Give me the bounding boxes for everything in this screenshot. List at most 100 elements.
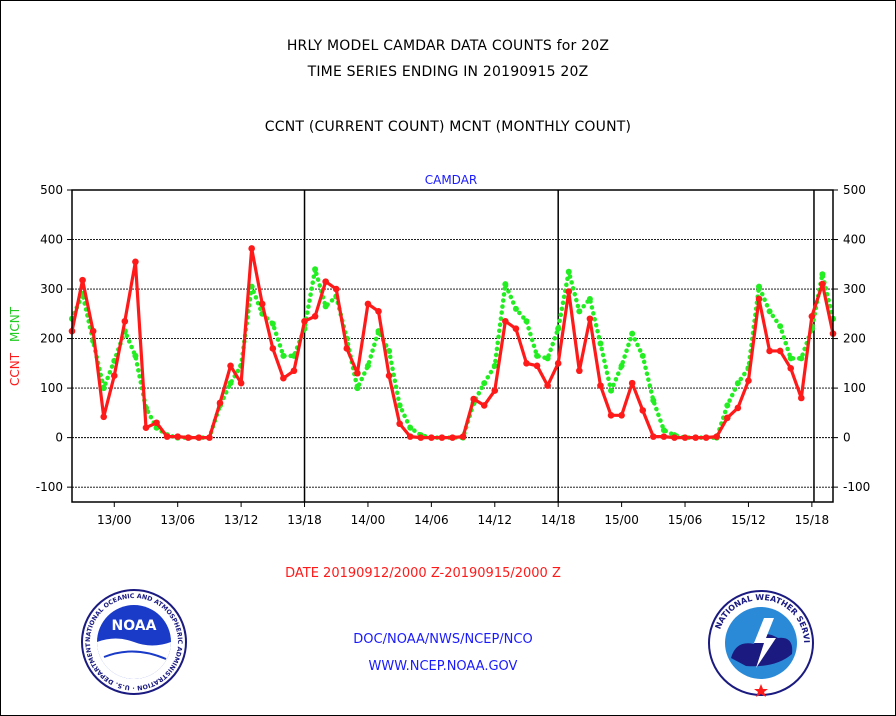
y-tick-label-right: 100 — [843, 381, 866, 395]
data-point-ccnt — [216, 399, 224, 407]
series-mcnt — [69, 266, 836, 441]
data-point-ccnt — [206, 434, 213, 441]
data-point-mcnt — [364, 362, 371, 369]
y-tick-label-right: 200 — [843, 332, 866, 346]
y-axis-label-ccnt: CCNT — [8, 352, 22, 386]
chart-title-line2: TIME SERIES ENDING IN 20190915 20Z — [307, 64, 589, 80]
grid-lines — [72, 189, 833, 488]
noaa-logo: NATIONAL OCEANIC AND ATMOSPHERIC ADMINIS… — [74, 587, 187, 695]
data-point-ccnt — [258, 300, 266, 308]
y-tick-label-left: 100 — [40, 381, 63, 395]
data-point-ccnt — [480, 402, 488, 409]
data-point-mcnt — [565, 268, 572, 275]
y-tick-label-left: 400 — [40, 233, 63, 247]
data-point-mcnt — [534, 352, 541, 359]
data-point-ccnt — [248, 245, 255, 252]
y-tick-label-left: 200 — [40, 332, 63, 346]
x-tick-label: 14/18 — [541, 513, 576, 527]
x-tick-label: 13/00 — [97, 513, 132, 527]
data-point-mcnt — [132, 352, 139, 359]
data-point-ccnt — [576, 367, 583, 375]
data-point-mcnt — [576, 308, 583, 315]
chart-title-line3: CCNT (CURRENT COUNT) MCNT (MONTHLY COUNT… — [264, 119, 632, 135]
data-point-ccnt — [776, 347, 784, 355]
data-point-mcnt — [777, 323, 784, 330]
data-point-ccnt — [671, 434, 678, 441]
data-point-ccnt — [713, 433, 721, 440]
x-tick-label: 14/06 — [414, 513, 449, 527]
y-tick-label-right: 500 — [843, 183, 866, 197]
ncep-url-link[interactable]: WWW.NCEP.NOAA.GOV — [368, 659, 518, 674]
data-point-ccnt — [301, 317, 308, 325]
data-point-ccnt — [502, 317, 509, 325]
data-point-ccnt — [311, 312, 319, 320]
data-point-ccnt — [650, 433, 657, 440]
data-point-ccnt — [597, 382, 604, 389]
data-point-ccnt — [470, 395, 477, 403]
x-ticks: 13/00 13/06 13/12 13/18 14/00 14/06 14/12 14/18… — [97, 502, 829, 527]
data-point-ccnt — [89, 327, 97, 335]
data-point-mcnt — [322, 303, 329, 310]
x-tick-label: 15/12 — [731, 513, 766, 527]
data-point-mcnt — [639, 352, 646, 359]
data-point-ccnt — [269, 345, 277, 352]
data-point-mcnt — [798, 355, 805, 362]
y-tick-label-right: 300 — [843, 282, 866, 296]
data-point-mcnt — [586, 295, 593, 302]
data-point-ccnt — [163, 433, 171, 440]
data-point-mcnt — [724, 402, 731, 409]
data-point-ccnt — [766, 347, 773, 355]
y-tick-label-left: 500 — [40, 183, 63, 197]
data-point-ccnt — [755, 295, 763, 303]
data-point-ccnt — [628, 379, 636, 387]
data-point-mcnt — [597, 340, 604, 347]
data-point-ccnt — [692, 434, 699, 441]
data-point-ccnt — [819, 280, 826, 288]
data-point-ccnt — [364, 300, 372, 308]
x-tick-label: 14/12 — [477, 513, 512, 527]
data-point-mcnt — [227, 380, 234, 387]
data-point-mcnt — [787, 355, 794, 362]
data-point-ccnt — [618, 412, 625, 419]
y-tick-label-right: -100 — [843, 480, 870, 494]
data-point-mcnt — [386, 347, 393, 354]
data-point-mcnt — [819, 271, 826, 278]
data-point-ccnt — [354, 369, 361, 377]
data-point-ccnt — [132, 258, 139, 266]
data-point-ccnt — [428, 434, 435, 441]
data-point-ccnt — [121, 317, 129, 325]
data-point-ccnt — [586, 315, 594, 323]
data-point-ccnt — [322, 278, 329, 285]
data-point-ccnt — [660, 433, 668, 440]
x-tick-label: 15/00 — [604, 513, 639, 527]
series-line-mcnt — [69, 266, 836, 440]
data-point-mcnt — [629, 330, 636, 337]
data-point-mcnt — [354, 385, 361, 392]
data-point-ccnt — [417, 434, 425, 441]
data-point-ccnt — [174, 433, 181, 440]
y-tick-label-right: 0 — [843, 431, 851, 445]
data-point-mcnt — [756, 283, 763, 290]
data-point-ccnt — [237, 379, 245, 387]
data-point-mcnt — [312, 266, 319, 273]
y-ticks-left: -100 0 100 200 300 400 500 — [36, 183, 72, 494]
nws-logo: NATIONAL WEATHER SERVICE — [706, 588, 814, 697]
chart-subtitle: CAMDAR — [425, 173, 478, 187]
data-point-mcnt — [502, 281, 509, 288]
data-point-ccnt — [724, 414, 731, 422]
data-point-ccnt — [385, 372, 393, 380]
x-tick-label: 15/06 — [668, 513, 703, 527]
data-point-mcnt — [734, 380, 741, 387]
data-point-ccnt — [79, 276, 86, 284]
data-point-mcnt — [100, 385, 107, 392]
data-point-ccnt — [396, 420, 403, 428]
y-axis-label-mcnt: MCNT — [8, 306, 22, 342]
data-point-mcnt — [523, 318, 530, 325]
y-tick-label-left: 0 — [55, 431, 63, 445]
data-point-ccnt — [702, 434, 710, 441]
data-point-mcnt — [608, 387, 615, 394]
y-tick-label-left: -100 — [36, 480, 63, 494]
x-tick-label: 14/00 — [351, 513, 386, 527]
chart-title-line1: HRLY MODEL CAMDAR DATA COUNTS for 20Z — [286, 38, 610, 54]
data-point-ccnt — [100, 413, 108, 421]
